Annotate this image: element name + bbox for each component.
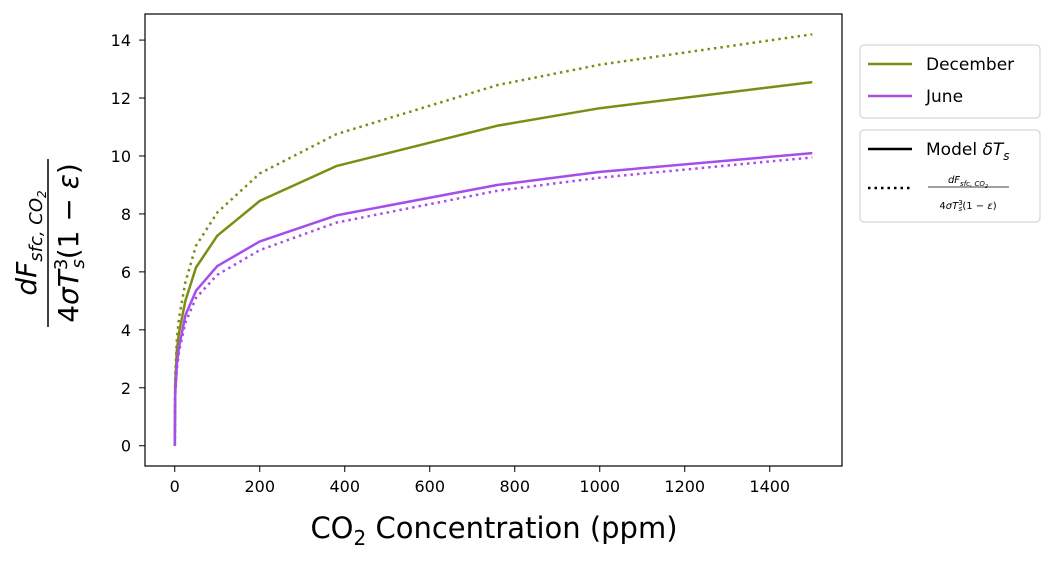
y-axis-ticks: 0 2 4 6 8 10 12 14	[111, 31, 145, 456]
x-tick-label: 600	[414, 477, 445, 496]
x-axis-label-main: CO	[310, 511, 353, 545]
x-tick-label: 200	[244, 477, 275, 496]
y-tick-label: 4	[121, 321, 131, 340]
legend-label-december: December	[926, 55, 1014, 75]
series-line-december-dotted	[173, 33, 813, 446]
x-tick-label: 0	[170, 477, 180, 496]
x-axis-label: CO2 Concentration (ppm)	[310, 511, 677, 550]
x-tick-label: 1400	[749, 477, 790, 496]
x-tick-label: 1000	[579, 477, 620, 496]
legend-label-model: Model δTs	[926, 140, 1010, 163]
legend-styles: Model δTs dFsfc, CO2 4σT3s(1 − ε)	[859, 129, 1041, 223]
y-tick-label: 14	[111, 31, 131, 50]
y-axis-label: dFsfc, CO2 4σT3s(1 − ε)	[10, 159, 89, 327]
legend-styles-frame	[859, 129, 1041, 223]
y-label-denominator: 4σT3s(1 − ε)	[51, 163, 89, 323]
x-axis-label-sub: 2	[354, 526, 367, 550]
y-tick-label: 8	[121, 205, 131, 224]
svg-text:4σT3s(1 − ε): 4σT3 s(1 − ε)	[939, 199, 996, 213]
y-tick-label: 12	[111, 89, 131, 108]
y-tick-label: 2	[121, 379, 131, 398]
y-tick-label: 0	[121, 437, 131, 456]
series-line-december-solid	[173, 80, 813, 446]
y-tick-label: 10	[111, 147, 131, 166]
plot-lines	[173, 33, 813, 446]
x-axis-ticks: 0 200 400 600 800 1000 1200 1400	[170, 466, 790, 496]
legend-colors: December June	[859, 44, 1041, 119]
x-tick-label: 800	[499, 477, 530, 496]
series-line-june-dotted	[173, 156, 813, 446]
x-tick-label: 400	[329, 477, 360, 496]
legend-label-june: June	[925, 87, 963, 107]
y-tick-label: 6	[121, 263, 131, 282]
x-tick-label: 1200	[664, 477, 705, 496]
plot-area-frame	[144, 13, 843, 467]
y-label-numerator: dFsfc, CO2	[10, 190, 49, 295]
x-axis-label-rest: Concentration (ppm)	[366, 511, 677, 545]
series-line-june-solid	[173, 151, 813, 446]
